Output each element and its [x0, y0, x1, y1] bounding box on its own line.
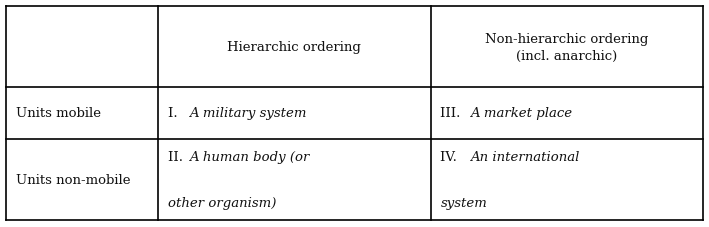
- Text: system: system: [440, 196, 487, 209]
- Text: II.: II.: [168, 151, 191, 163]
- Text: Non-hierarchic ordering
(incl. anarchic): Non-hierarchic ordering (incl. anarchic): [485, 32, 649, 62]
- Text: Units mobile: Units mobile: [16, 107, 101, 120]
- Text: IV.: IV.: [440, 151, 466, 163]
- Text: III.: III.: [440, 107, 469, 120]
- Text: Hierarchic ordering: Hierarchic ordering: [227, 41, 361, 54]
- Text: A market place: A market place: [470, 107, 572, 120]
- Text: An international: An international: [470, 151, 580, 163]
- Text: other organism): other organism): [168, 196, 276, 209]
- Text: I.: I.: [168, 107, 186, 120]
- Text: A human body (or: A human body (or: [189, 151, 309, 163]
- Text: A military system: A military system: [189, 107, 306, 120]
- Text: Units non-mobile: Units non-mobile: [16, 173, 130, 186]
